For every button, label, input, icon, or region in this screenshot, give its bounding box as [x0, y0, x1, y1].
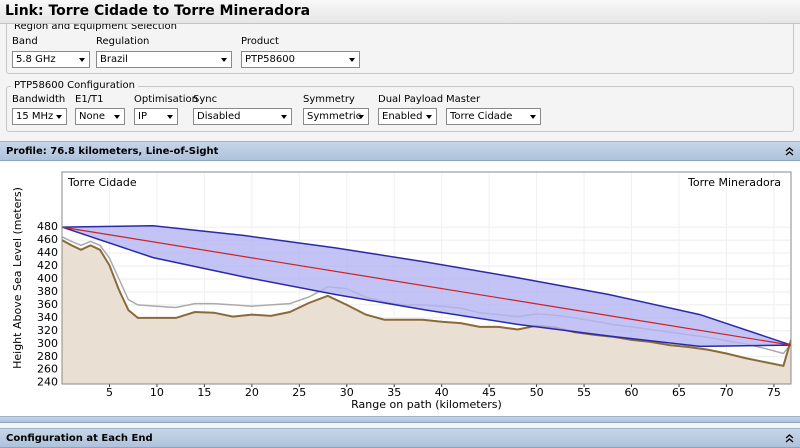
line-of-sight [61, 226, 792, 346]
x-tick-label: 5 [106, 386, 113, 399]
dropdown[interactable]: Disabled [193, 108, 292, 125]
plot-frame [61, 171, 792, 385]
field-label: Regulation [96, 36, 150, 47]
fresnel-lower [61, 226, 792, 348]
y-tick-label: 340 [37, 311, 58, 324]
x-tick-label: 75 [767, 386, 781, 399]
x-tick-label: 30 [340, 386, 354, 399]
terrain-line [62, 239, 791, 367]
field-label: Band [12, 36, 38, 47]
field-label: Dual Payload [378, 94, 444, 105]
y-tick-label: 360 [37, 298, 58, 311]
field-label: Sync [193, 94, 218, 105]
field-label: Master [446, 94, 481, 105]
left-site-label: Torre Cidade [67, 176, 137, 189]
field-label: E1/T1 [75, 94, 104, 105]
field-label: Product [241, 36, 279, 47]
y-tick-label: 280 [37, 350, 58, 363]
panel-footer [0, 416, 800, 423]
collapse-icon[interactable] [785, 147, 794, 156]
y-tick-label: 380 [37, 285, 58, 298]
x-tick-label: 70 [719, 386, 733, 399]
field-label: Bandwidth [12, 94, 66, 105]
x-tick-label: 40 [435, 386, 449, 399]
x-tick-label: 15 [197, 386, 211, 399]
dropdown[interactable]: IP [134, 108, 178, 125]
bottom-panel-title: Configuration at Each End [6, 433, 153, 444]
x-tick-label: 55 [577, 386, 591, 399]
y-tick-label: 300 [37, 337, 58, 350]
dropdown[interactable]: Symmetric [303, 108, 369, 125]
x-tick-label: 50 [530, 386, 544, 399]
field-label: Symmetry [303, 94, 355, 105]
x-tick-label: 65 [672, 386, 686, 399]
fresnel-upper [61, 225, 792, 346]
profile-title: Profile: 76.8 kilometers, Line-of-Sight [6, 146, 219, 157]
x-tick-label: 60 [625, 386, 639, 399]
dropdown[interactable]: None [75, 108, 125, 125]
config-fieldset [6, 86, 794, 132]
right-site-label: Torre Mineradora [687, 176, 781, 189]
dropdown[interactable]: Enabled [378, 108, 437, 125]
y-tick-label: 440 [37, 246, 58, 259]
field-label: Optimisation [134, 94, 198, 105]
config-legend: PTP58600 Configuration [11, 80, 138, 91]
y-axis-label: Height Above Sea Level (meters) [11, 187, 24, 369]
y-tick-label: 260 [37, 363, 58, 376]
y-tick-label: 240 [37, 376, 58, 389]
y-tick-label: 420 [37, 259, 58, 272]
dropdown[interactable]: 5.8 GHz [12, 51, 90, 68]
dropdown[interactable]: Torre Cidade [446, 108, 541, 125]
x-axis-label: Range on path (kilometers) [351, 398, 502, 411]
x-tick-label: 35 [387, 386, 401, 399]
dropdown[interactable]: Brazil [96, 51, 232, 68]
profile-panel-header[interactable]: Profile: 76.8 kilometers, Line-of-Sight [0, 141, 800, 161]
dropdown[interactable]: PTP58600 [241, 51, 360, 68]
y-tick-label: 460 [37, 233, 58, 246]
x-tick-label: 20 [245, 386, 259, 399]
collapse-icon[interactable] [785, 434, 794, 443]
x-tick-label: 25 [292, 386, 306, 399]
y-tick-label: 320 [37, 324, 58, 337]
region-legend: Region and Equipment Selection [11, 21, 180, 32]
window-title: Link: Torre Cidade to Torre Mineradora [0, 0, 800, 24]
terrain-area [62, 240, 791, 384]
x-tick-label: 10 [150, 386, 164, 399]
y-tick-label: 400 [37, 272, 58, 285]
y-tick-label: 480 [37, 220, 58, 233]
dropdown[interactable]: 15 MHz [12, 108, 67, 125]
x-tick-label: 45 [482, 386, 496, 399]
bottom-panel-header[interactable]: Configuration at Each End [0, 428, 800, 448]
